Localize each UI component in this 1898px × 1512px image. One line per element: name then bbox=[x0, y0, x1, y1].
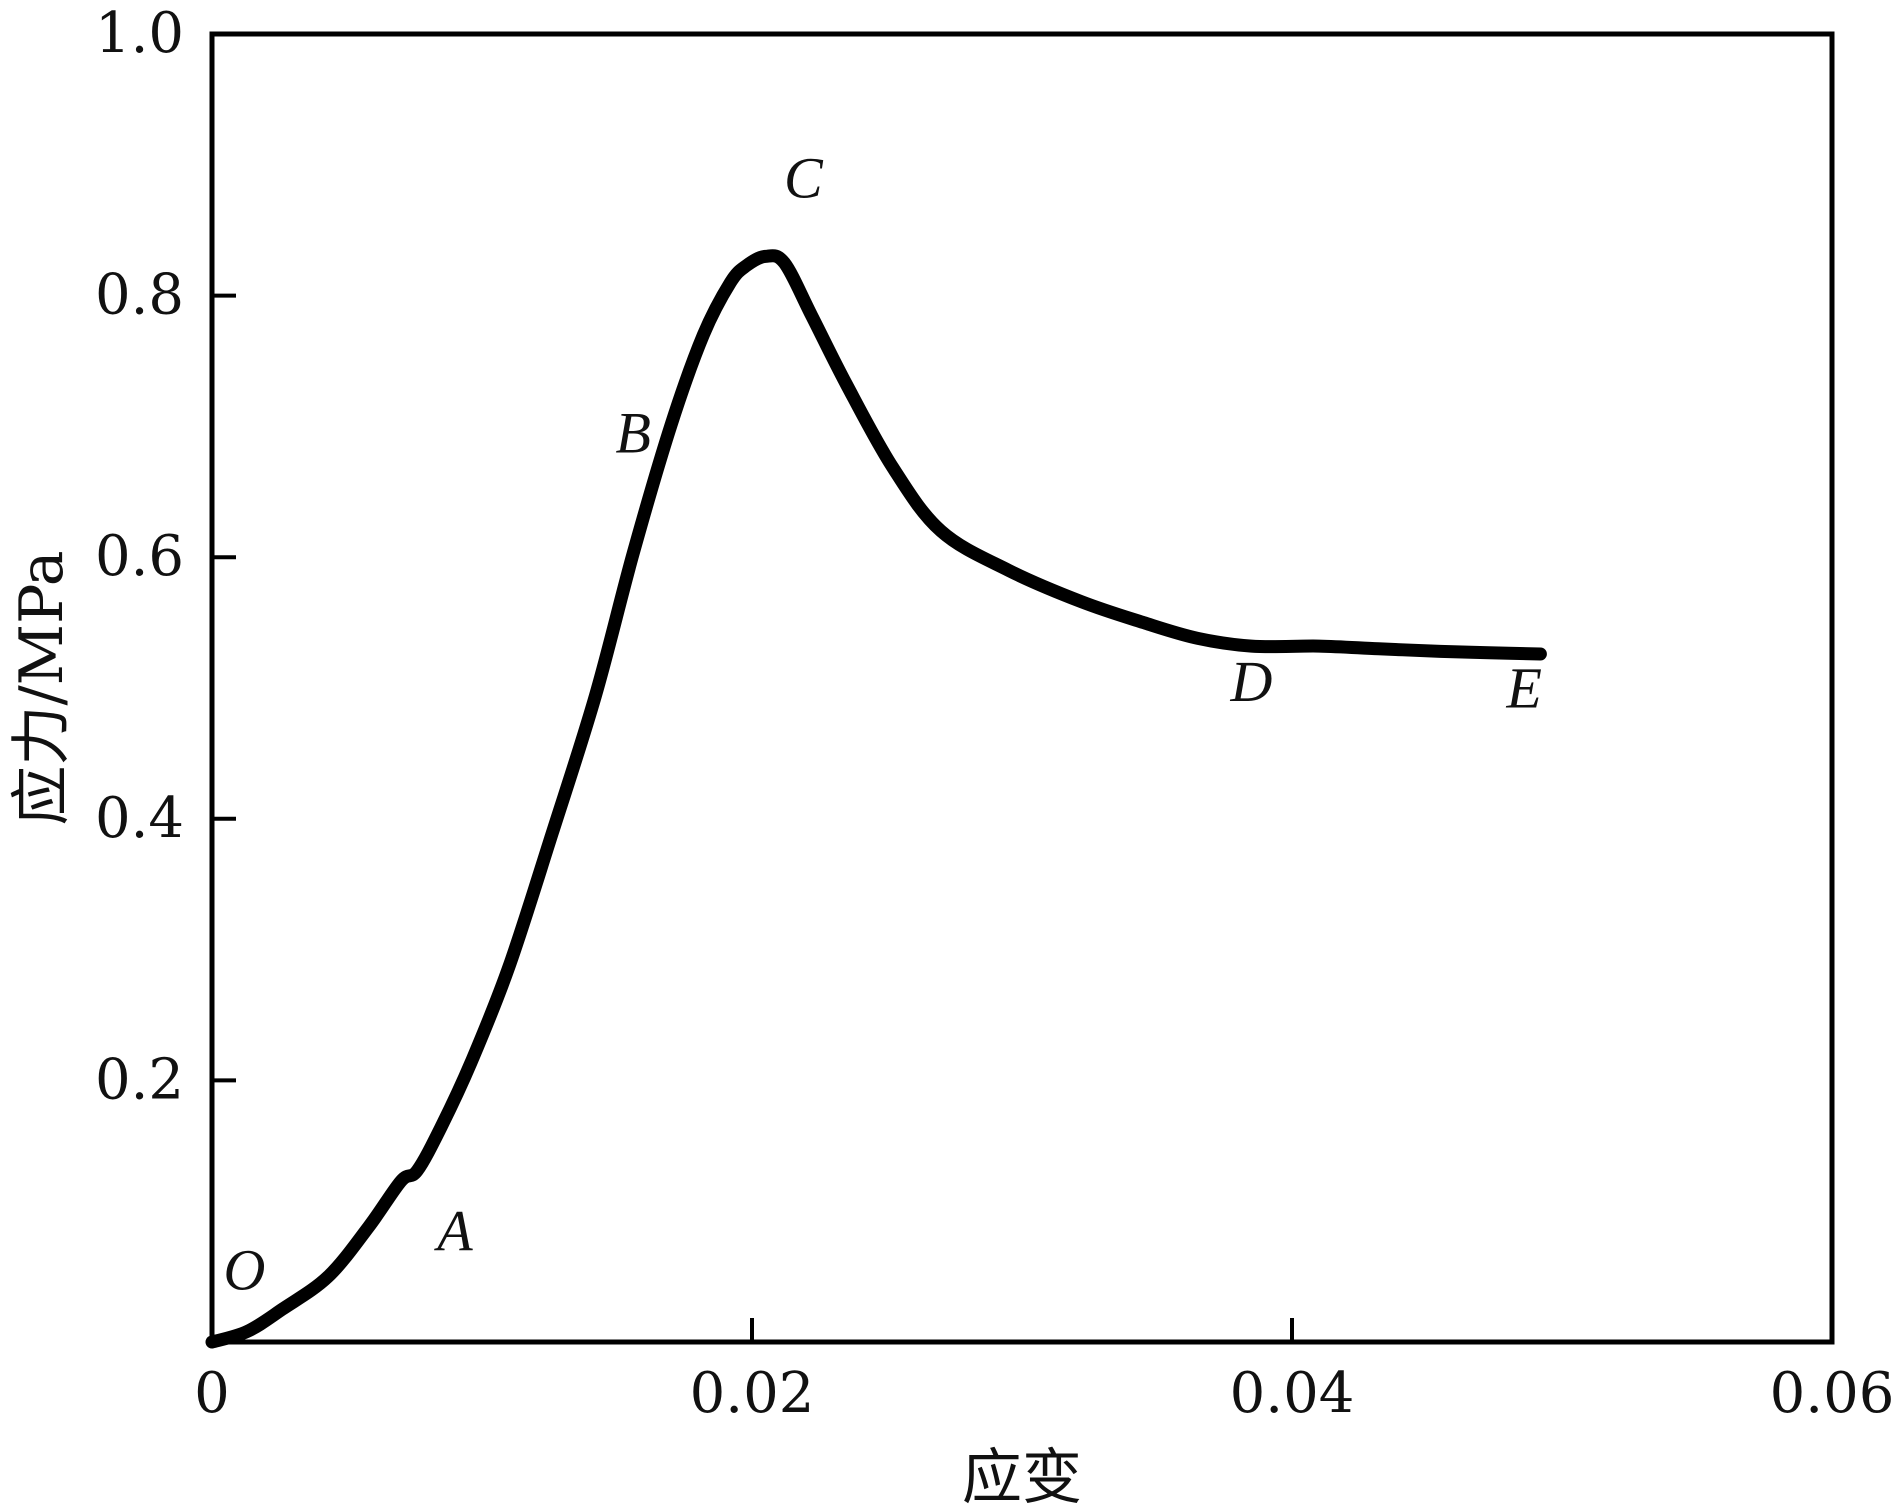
point-label-e: E bbox=[1505, 656, 1541, 721]
plot-frame bbox=[209, 31, 1835, 1345]
y-axis-title: 应力/MPa bbox=[7, 550, 77, 825]
x-tick-label: 0 bbox=[194, 1361, 230, 1426]
x-axis-title: 应变 bbox=[962, 1443, 1082, 1512]
point-label-c: C bbox=[784, 146, 824, 211]
x-tick-label: 0.04 bbox=[1230, 1361, 1355, 1426]
x-tick-label: 0.02 bbox=[690, 1361, 815, 1426]
point-label-d: D bbox=[1230, 649, 1273, 714]
y-tick-label: 0.8 bbox=[95, 263, 184, 328]
y-tick-label: 0.4 bbox=[95, 786, 184, 851]
point-label-a: A bbox=[433, 1198, 473, 1263]
point-label-b: B bbox=[615, 401, 650, 466]
y-tick-label: 1.0 bbox=[95, 1, 184, 66]
x-tick-label: 0.06 bbox=[1770, 1361, 1895, 1426]
point-label-o: O bbox=[223, 1238, 265, 1303]
y-tick-label: 0.2 bbox=[95, 1047, 184, 1112]
y-tick-label: 0.6 bbox=[95, 524, 184, 589]
stress-strain-curve bbox=[205, 249, 1547, 1349]
